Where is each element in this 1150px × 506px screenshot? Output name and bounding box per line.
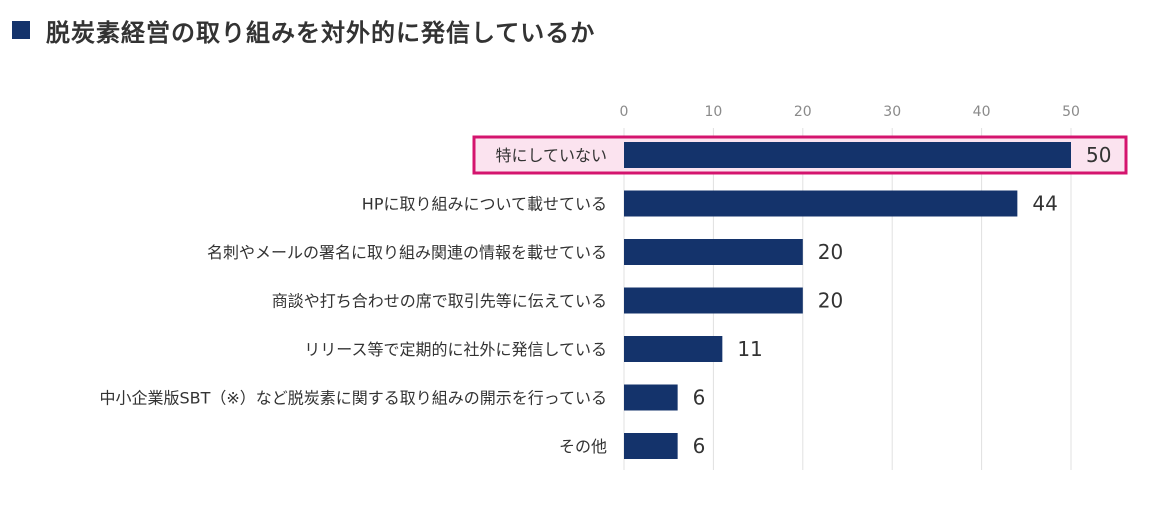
category-label: リリース等で定期的に社外に発信している — [304, 340, 607, 359]
bar — [624, 287, 803, 314]
x-tick-label: 30 — [883, 104, 901, 120]
value-label: 50 — [1086, 143, 1111, 167]
x-tick-label: 20 — [794, 104, 812, 120]
category-label: 商談や打ち合わせの席で取引先等に伝えている — [272, 292, 607, 311]
category-label: 名刺やメールの署名に取り組み関連の情報を載せている — [207, 243, 607, 262]
value-label: 20 — [818, 240, 843, 264]
x-tick-label: 50 — [1062, 104, 1080, 120]
value-label: 20 — [818, 289, 843, 313]
value-label: 44 — [1032, 192, 1057, 216]
x-tick-label: 0 — [620, 104, 629, 120]
category-label: 中小企業版SBT（※）など脱炭素に関する取り組みの開示を行っている — [99, 389, 607, 408]
value-label: 6 — [693, 434, 706, 458]
x-tick-label: 10 — [704, 104, 722, 120]
title-row: 脱炭素経営の取り組みを対外的に発信しているか — [12, 14, 596, 47]
x-tick-label: 40 — [973, 104, 991, 120]
bar — [624, 384, 678, 411]
bar — [624, 239, 803, 265]
bar — [624, 142, 1071, 168]
value-label: 11 — [737, 337, 762, 361]
page-title: 脱炭素経営の取り組みを対外的に発信しているか — [46, 18, 596, 47]
category-label: その他 — [559, 437, 607, 456]
category-label: 特にしていない — [495, 146, 607, 165]
bar — [624, 190, 1018, 217]
category-label: HPに取り組みについて載せている — [362, 195, 607, 214]
title-square-icon — [12, 21, 30, 39]
bar — [624, 336, 723, 362]
bar — [624, 433, 678, 459]
value-label: 6 — [693, 386, 706, 410]
